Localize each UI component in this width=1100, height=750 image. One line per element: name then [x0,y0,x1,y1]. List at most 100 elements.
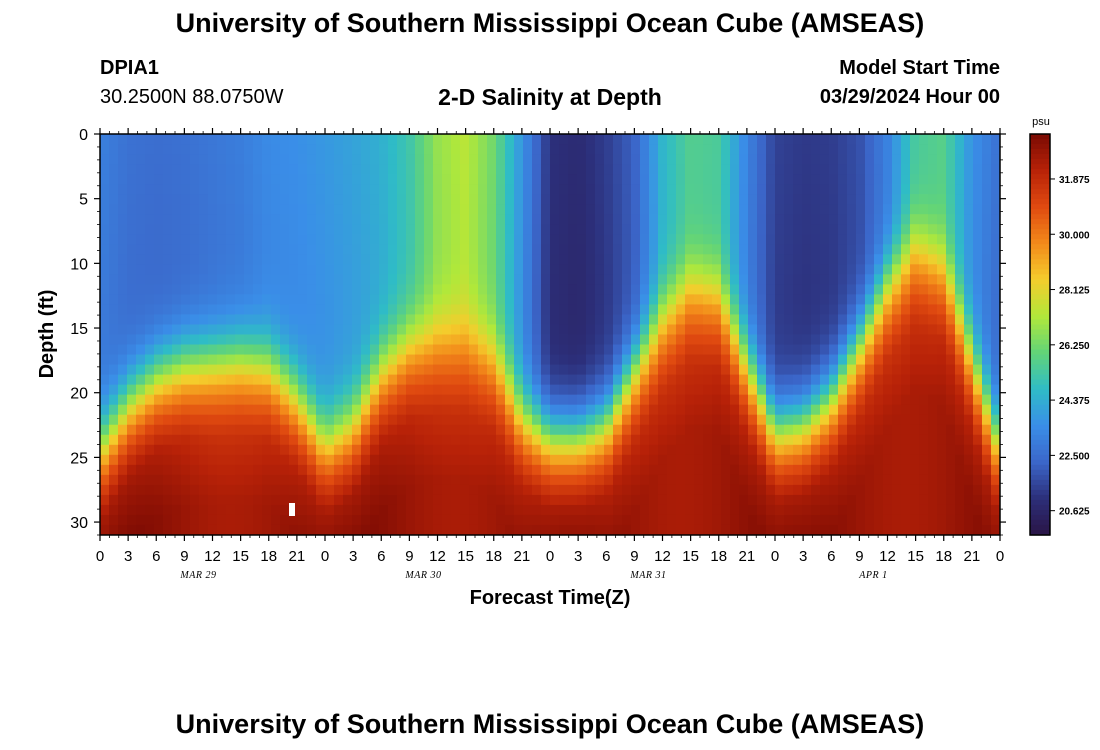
heatmap-cell [334,264,344,275]
heatmap-cell [946,344,956,356]
heatmap-cell [100,314,110,326]
heatmap-cell [208,354,218,366]
heatmap-cell [262,364,272,376]
heatmap-cell [739,144,749,155]
heatmap-cell [334,164,344,175]
heatmap-cell [712,374,722,386]
heatmap-cell [298,264,308,275]
heatmap-cell [838,224,848,235]
heatmap-cell [892,504,902,516]
heatmap-cell [271,144,281,155]
heatmap-cell [757,134,767,145]
heatmap-cell [964,184,974,195]
colorbar-tick-label: 26.250 [1059,341,1090,352]
colorbar-band [1030,434,1050,441]
heatmap-cell [982,434,992,446]
heatmap-cell [406,244,416,255]
heatmap-cell [721,384,731,396]
heatmap-cell [325,304,335,316]
heatmap-cell [640,514,650,526]
heatmap-cell [982,374,992,386]
heatmap-cell [955,274,965,285]
heatmap-cell [541,514,551,526]
heatmap-cell [856,154,866,165]
heatmap-cell [469,364,479,376]
heatmap-cell [136,404,146,416]
heatmap-cell [919,474,929,486]
heatmap-cell [865,484,875,496]
heatmap-cell [892,144,902,155]
heatmap-cell [703,394,713,406]
heatmap-cell [748,494,758,506]
heatmap-cell [469,444,479,456]
heatmap-cell [703,294,713,306]
heatmap-cell [784,234,794,245]
heatmap-cell [388,424,398,436]
heatmap-cell [334,364,344,376]
heatmap-cell [838,244,848,255]
heatmap-cell [172,384,182,396]
heatmap-cell [388,234,398,245]
heatmap-cell [973,444,983,456]
heatmap-cell [469,374,479,386]
heatmap-cell [469,254,479,265]
heatmap-cell [658,454,668,466]
heatmap-cell [721,354,731,366]
heatmap-cell [109,294,119,306]
heatmap-cell [127,264,137,275]
heatmap-cell [901,464,911,476]
heatmap-cell [820,514,830,526]
heatmap-cell [325,184,335,195]
heatmap-cell [793,454,803,466]
heatmap-cell [946,504,956,516]
heatmap-cell [964,234,974,245]
heatmap-cell [550,234,560,245]
heatmap-cell [631,404,641,416]
heatmap-cell [766,474,776,486]
heatmap-cell [595,414,605,426]
heatmap-cell [892,274,902,285]
heatmap-cell [226,174,236,185]
heatmap-cell [901,444,911,456]
heatmap-cell [154,494,164,506]
heatmap-cell [541,414,551,426]
heatmap-cell [973,224,983,235]
heatmap-cell [307,334,317,346]
heatmap-cell [379,334,389,346]
heatmap-cell [109,174,119,185]
heatmap-cell [424,474,434,486]
heatmap-cell [721,254,731,265]
heatmap-cell [145,194,155,205]
heatmap-cell [253,244,263,255]
heatmap-cell [253,284,263,295]
heatmap-cell [325,284,335,295]
heatmap-cell [505,154,515,165]
heatmap-cell [730,354,740,366]
heatmap-cell [982,244,992,255]
heatmap-cell [541,444,551,456]
heatmap-cell [811,404,821,416]
heatmap-cell [676,354,686,366]
heatmap-cell [676,294,686,306]
heatmap-cell [415,484,425,496]
heatmap-cell [136,494,146,506]
heatmap-cell [109,184,119,195]
heatmap-cell [460,264,470,275]
heatmap-cell [559,354,569,366]
heatmap-cell [370,484,380,496]
heatmap-cell [991,514,1000,526]
heatmap-cell [235,234,245,245]
heatmap-cell [145,304,155,316]
heatmap-cell [883,344,893,356]
heatmap-cell [325,354,335,366]
heatmap-cell [775,394,785,406]
heatmap-cell [280,434,290,446]
heatmap-cell [235,524,245,535]
heatmap-cell [775,514,785,526]
colorbar-band [1030,454,1050,461]
heatmap-cell [991,164,1000,175]
x-tick-label: 0 [771,548,779,565]
heatmap-cell [577,194,587,205]
x-tick-label: 12 [429,548,446,565]
heatmap-cell [820,444,830,456]
